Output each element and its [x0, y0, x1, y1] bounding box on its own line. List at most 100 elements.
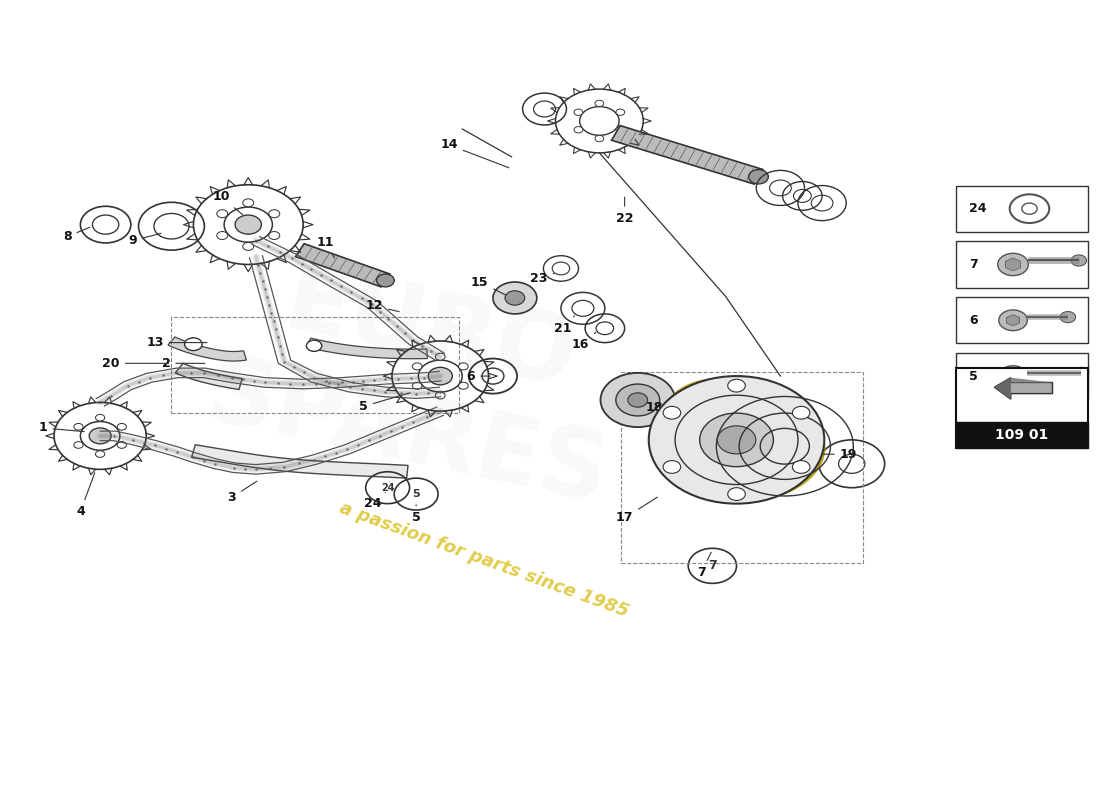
- Circle shape: [459, 363, 469, 370]
- Text: 11: 11: [317, 236, 334, 258]
- Bar: [172, 317, 459, 413]
- Text: 3: 3: [228, 482, 257, 504]
- Text: 18: 18: [646, 402, 684, 422]
- Circle shape: [998, 254, 1028, 276]
- Text: 15: 15: [471, 275, 506, 295]
- Text: 5: 5: [412, 489, 420, 499]
- Text: 19: 19: [816, 448, 857, 461]
- Circle shape: [595, 135, 604, 142]
- Circle shape: [616, 126, 625, 133]
- Circle shape: [574, 126, 583, 133]
- Circle shape: [376, 274, 394, 287]
- Polygon shape: [994, 378, 1053, 387]
- Text: 6: 6: [969, 314, 978, 326]
- Text: EURO
SPARES: EURO SPARES: [199, 245, 638, 523]
- Circle shape: [601, 373, 675, 427]
- Circle shape: [493, 282, 537, 314]
- Circle shape: [235, 215, 262, 234]
- Polygon shape: [1006, 314, 1020, 326]
- Polygon shape: [994, 378, 1053, 399]
- Text: 7: 7: [697, 552, 712, 578]
- Text: a passion for parts since 1985: a passion for parts since 1985: [338, 498, 631, 620]
- Circle shape: [717, 426, 756, 454]
- Bar: [956, 353, 1088, 399]
- Circle shape: [999, 366, 1027, 386]
- Circle shape: [89, 428, 111, 444]
- Circle shape: [792, 461, 810, 474]
- Circle shape: [700, 413, 773, 466]
- Circle shape: [74, 423, 84, 430]
- Polygon shape: [1006, 370, 1020, 382]
- Circle shape: [243, 242, 254, 250]
- Circle shape: [616, 384, 660, 416]
- Circle shape: [185, 338, 202, 350]
- Circle shape: [428, 367, 452, 385]
- Circle shape: [459, 382, 469, 390]
- Text: 7: 7: [708, 559, 717, 572]
- Polygon shape: [296, 244, 389, 287]
- Polygon shape: [175, 363, 242, 390]
- Text: 17: 17: [616, 497, 658, 525]
- Text: 21: 21: [554, 316, 574, 334]
- Text: 5: 5: [359, 393, 410, 413]
- Circle shape: [118, 442, 127, 448]
- Text: 24: 24: [969, 202, 987, 215]
- Text: 6: 6: [466, 370, 491, 382]
- Bar: [621, 372, 862, 563]
- Polygon shape: [1005, 258, 1021, 271]
- Text: 5: 5: [411, 505, 420, 525]
- Text: 24: 24: [363, 493, 385, 510]
- Bar: [956, 242, 1088, 287]
- Text: 10: 10: [212, 190, 243, 215]
- Text: 109 01: 109 01: [996, 428, 1048, 442]
- Text: 13: 13: [146, 336, 207, 349]
- Text: 14: 14: [440, 138, 509, 168]
- Circle shape: [268, 210, 279, 218]
- Text: 16: 16: [572, 332, 596, 350]
- Bar: [956, 422, 1088, 448]
- Bar: [956, 297, 1088, 343]
- Circle shape: [217, 210, 228, 218]
- Bar: [956, 368, 1088, 448]
- Circle shape: [999, 310, 1027, 330]
- Circle shape: [412, 382, 422, 390]
- Circle shape: [436, 392, 446, 399]
- Circle shape: [1060, 311, 1076, 322]
- Polygon shape: [994, 378, 1011, 399]
- Circle shape: [728, 379, 746, 392]
- Text: 12: 12: [365, 299, 399, 313]
- Circle shape: [74, 442, 84, 448]
- Circle shape: [505, 290, 525, 305]
- Text: 5: 5: [969, 370, 978, 382]
- Circle shape: [749, 170, 768, 184]
- Circle shape: [663, 461, 681, 474]
- Text: 20: 20: [102, 357, 168, 370]
- Circle shape: [96, 414, 104, 421]
- Text: 22: 22: [616, 197, 634, 225]
- Text: 2: 2: [162, 357, 205, 370]
- Polygon shape: [612, 126, 762, 184]
- Text: 23: 23: [530, 272, 554, 286]
- Circle shape: [649, 376, 824, 504]
- Circle shape: [118, 423, 127, 430]
- Bar: [956, 186, 1088, 232]
- Text: 4: 4: [76, 473, 95, 518]
- Circle shape: [268, 231, 279, 239]
- Circle shape: [217, 231, 228, 239]
- Text: 8: 8: [63, 227, 90, 243]
- Text: 1: 1: [39, 422, 85, 434]
- Circle shape: [728, 488, 746, 501]
- Text: 7: 7: [969, 258, 978, 271]
- Circle shape: [1071, 255, 1087, 266]
- Polygon shape: [307, 338, 427, 358]
- Circle shape: [663, 406, 681, 419]
- Circle shape: [1074, 367, 1089, 378]
- Circle shape: [595, 100, 604, 106]
- Circle shape: [628, 393, 648, 407]
- Polygon shape: [168, 337, 246, 361]
- Circle shape: [96, 450, 104, 458]
- Circle shape: [792, 406, 810, 419]
- Text: 9: 9: [129, 234, 161, 247]
- Circle shape: [436, 353, 446, 360]
- Circle shape: [307, 340, 322, 351]
